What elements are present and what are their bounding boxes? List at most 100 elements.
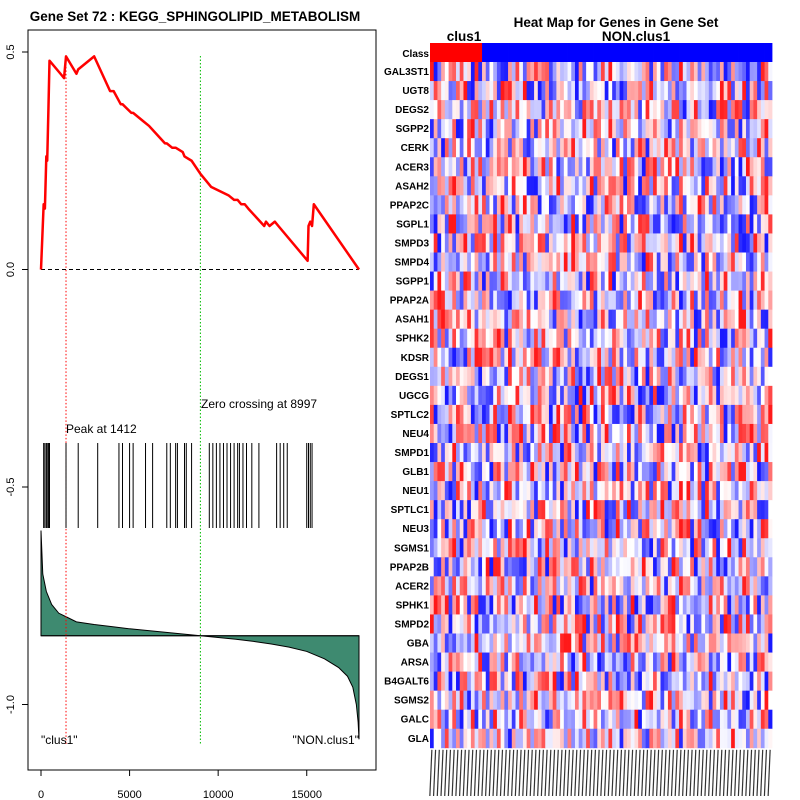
heatmap-cell bbox=[560, 271, 565, 291]
heatmap-cell bbox=[682, 385, 687, 406]
heatmap-cell bbox=[749, 614, 754, 634]
heatmap-cell bbox=[526, 385, 531, 406]
heatmap-cell bbox=[552, 252, 557, 272]
heatmap-cell bbox=[738, 138, 743, 158]
heatmap-cell bbox=[682, 347, 687, 368]
heatmap-cell bbox=[630, 614, 635, 634]
heatmap-cell bbox=[630, 500, 635, 520]
heatmap-cell bbox=[496, 385, 502, 406]
heatmap-cell bbox=[619, 671, 624, 692]
heatmap-cell bbox=[679, 690, 684, 711]
heatmap-cell bbox=[574, 328, 580, 349]
heatmap-cell bbox=[571, 481, 576, 501]
heatmap-cell bbox=[760, 81, 765, 101]
heatmap-cell bbox=[627, 481, 632, 501]
heatmap-cell bbox=[623, 557, 628, 577]
heatmap-cell bbox=[541, 290, 546, 311]
heatmap-cell bbox=[456, 309, 461, 330]
heatmap-cell bbox=[586, 252, 591, 272]
heatmap-cell bbox=[537, 138, 542, 158]
heatmap-cell bbox=[452, 709, 457, 730]
heatmap-cell bbox=[653, 176, 658, 196]
heatmap-cell bbox=[496, 690, 502, 711]
heatmap-cell bbox=[452, 214, 457, 234]
heatmap-cell bbox=[727, 404, 732, 425]
heatmap-cell bbox=[634, 538, 639, 558]
heatmap-cell bbox=[522, 366, 528, 387]
heatmap-cell bbox=[545, 328, 550, 349]
heatmap-cell bbox=[478, 233, 483, 253]
heatmap-cell bbox=[578, 652, 583, 672]
heatmap-cell bbox=[578, 328, 583, 349]
heatmap-cell bbox=[556, 614, 561, 634]
heatmap-cell bbox=[511, 709, 516, 730]
heatmap-cell bbox=[515, 100, 520, 120]
heatmap-cell bbox=[664, 500, 669, 520]
sample-label-mark bbox=[722, 749, 727, 797]
heatmap-cell bbox=[578, 366, 583, 387]
heatmap-cell bbox=[749, 423, 754, 444]
heatmap-cell bbox=[727, 614, 732, 634]
heatmap-cell bbox=[742, 481, 747, 501]
heatmap-cell bbox=[485, 728, 490, 749]
heatmap-cell bbox=[693, 423, 699, 444]
heatmap-cell bbox=[738, 195, 743, 215]
sample-label-mark bbox=[518, 749, 522, 797]
heatmap-cell bbox=[586, 119, 591, 139]
heatmap-cell bbox=[690, 652, 695, 672]
heatmap-cell bbox=[552, 614, 557, 634]
heatmap-cell bbox=[593, 176, 598, 196]
heatmap-cell bbox=[734, 709, 739, 730]
heatmap-cell bbox=[649, 271, 654, 291]
heatmap-cell bbox=[504, 385, 509, 406]
heatmap-cell bbox=[764, 138, 769, 158]
heatmap-cell bbox=[470, 81, 476, 101]
heatmap-cell bbox=[589, 100, 594, 120]
heatmap-cell bbox=[597, 443, 602, 463]
heatmap-cell bbox=[444, 195, 449, 215]
heatmap-cell bbox=[548, 176, 554, 196]
heatmap-cell bbox=[612, 157, 617, 177]
heatmap-cell bbox=[701, 62, 706, 82]
heatmap-cell bbox=[608, 366, 613, 387]
heatmap-cell bbox=[705, 252, 710, 272]
heatmap-cell bbox=[500, 481, 505, 501]
heatmap-cell bbox=[441, 366, 446, 387]
heatmap-cell bbox=[463, 233, 468, 253]
heatmap-cell bbox=[437, 252, 442, 272]
heatmap-cell bbox=[589, 366, 594, 387]
heatmap-cell bbox=[586, 290, 591, 311]
heatmap-cell bbox=[504, 500, 509, 520]
heatmap-cell bbox=[708, 252, 713, 272]
sample-label-mark bbox=[704, 749, 708, 797]
heatmap-cell bbox=[690, 481, 695, 501]
heatmap-cell bbox=[604, 652, 609, 672]
heatmap-cell bbox=[660, 195, 665, 215]
heatmap-cell bbox=[601, 233, 606, 253]
heatmap-cell bbox=[560, 404, 565, 425]
heatmap-cell bbox=[582, 62, 587, 82]
heatmap-cell bbox=[727, 500, 732, 520]
class-bar-cell bbox=[638, 43, 643, 62]
heatmap-cell bbox=[630, 214, 635, 234]
class-bar-cell bbox=[493, 43, 498, 62]
heatmap-cell bbox=[705, 633, 710, 653]
heatmap-cell bbox=[589, 290, 594, 311]
heatmap-cell bbox=[563, 385, 568, 406]
heatmap-cell bbox=[764, 81, 769, 101]
heatmap-cell bbox=[731, 81, 736, 101]
heatmap-cell bbox=[615, 404, 620, 425]
class-bar-cell bbox=[753, 43, 758, 62]
heatmap-cell bbox=[634, 366, 639, 387]
heatmap-cell bbox=[690, 328, 695, 349]
heatmap-cell bbox=[671, 347, 676, 368]
heatmap-cell bbox=[433, 214, 438, 234]
heatmap-cell bbox=[757, 176, 762, 196]
heatmap-cell bbox=[653, 519, 658, 539]
heatmap-cell bbox=[653, 195, 658, 215]
heatmap-cell bbox=[731, 652, 736, 672]
heatmap-cell bbox=[604, 138, 609, 158]
heatmap-row-label: KDSR bbox=[401, 353, 430, 364]
heatmap-cell bbox=[534, 195, 539, 215]
heatmap-cell bbox=[441, 481, 446, 501]
